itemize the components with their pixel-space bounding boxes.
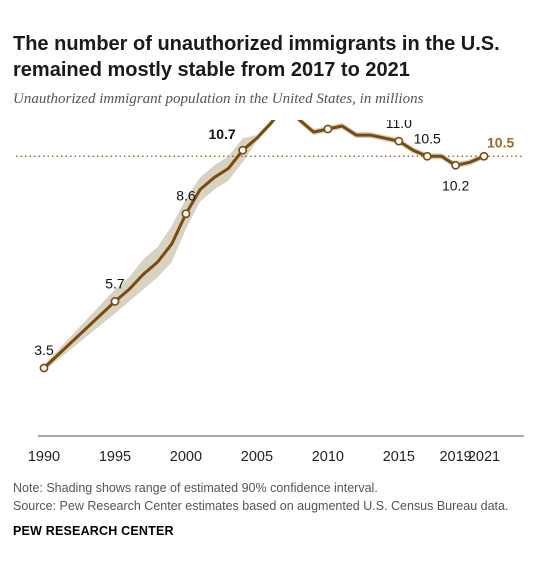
chart-notes: Note: Shading shows range of estimated 9… (13, 479, 508, 515)
data-label: 10.5 (487, 134, 514, 150)
data-label: 10.2 (442, 177, 469, 193)
x-tick-label: 2000 (170, 449, 202, 465)
series-line (42, 120, 486, 370)
chart-title: The number of unauthorized immigrants in… (13, 33, 500, 81)
data-label: 10.7 (208, 126, 235, 142)
brand-label: PEW RESEARCH CENTER (13, 524, 174, 538)
data-point-marker (110, 297, 120, 306)
data-point-marker (323, 124, 333, 134)
data-label: 3.5 (34, 342, 54, 358)
source-text: Source: Pew Research Center estimates ba… (13, 499, 509, 513)
data-point-marker (422, 151, 432, 161)
x-tick-label: 2005 (241, 449, 273, 465)
note-text: Note: Shading shows range of estimated 9… (13, 481, 378, 495)
data-point-marker (451, 160, 461, 170)
data-point-marker (479, 151, 489, 161)
x-tick-label: 2010 (312, 449, 344, 465)
x-tick-label: 1990 (28, 449, 60, 465)
data-label: 5.7 (105, 275, 125, 291)
x-tick-label: 2015 (383, 449, 415, 465)
data-point-marker (39, 363, 49, 373)
x-tick-label: 2021 (468, 449, 500, 465)
x-tick-label: 1995 (99, 449, 131, 465)
x-tick-label: 2019 (439, 449, 471, 465)
chart-subtitle: Unauthorized immigrant population in the… (13, 91, 424, 107)
data-point-marker (394, 136, 404, 146)
confidence-band (44, 120, 484, 372)
data-label: 10.5 (414, 130, 441, 146)
data-point-marker (238, 145, 248, 155)
data-label: 8.6 (176, 188, 196, 204)
data-point-marker (181, 209, 191, 219)
data-label: 11.0 (386, 120, 412, 131)
